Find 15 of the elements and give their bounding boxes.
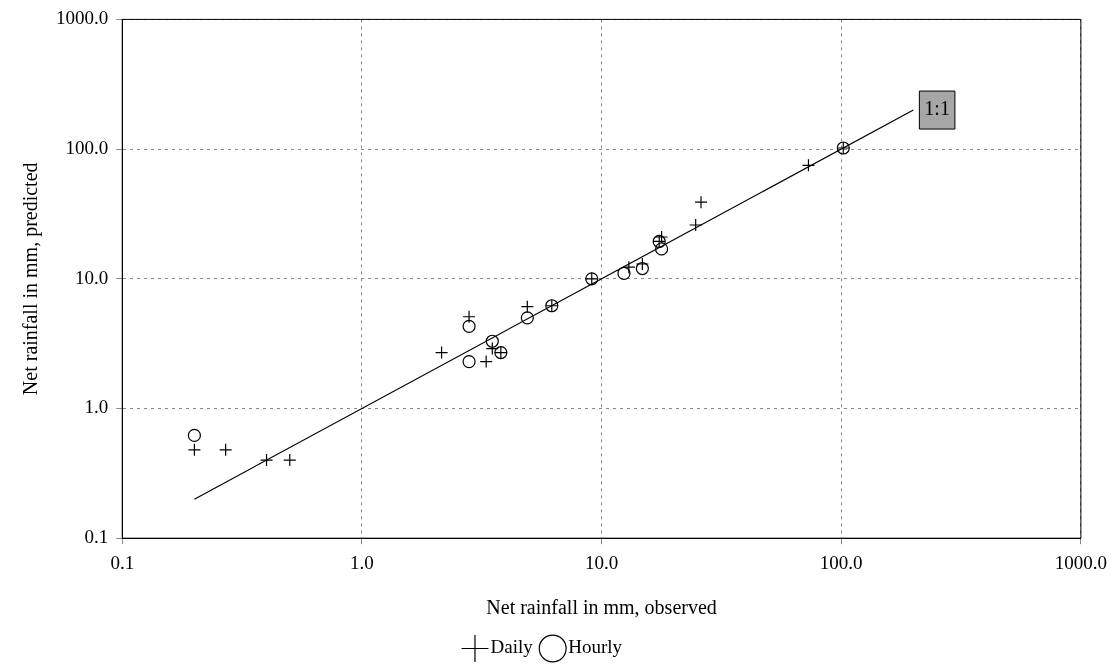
y-tick-label: 1.0 (84, 396, 109, 418)
y-tick-label: 100.0 (65, 137, 109, 159)
legend-label: Hourly (568, 636, 623, 658)
x-axis-title: Net rainfall in mm, observed (486, 596, 717, 619)
x-tick-label: 1000.0 (1054, 551, 1107, 573)
y-tick-label: 0.1 (84, 526, 109, 548)
legend-label: Daily (490, 636, 534, 658)
y-axis-title: Net rainfall in mm, predicted (19, 162, 43, 396)
annotation: 1:1 (924, 97, 950, 120)
x-tick-label: 10.0 (584, 551, 619, 573)
y-tick-label: 10.0 (75, 266, 109, 288)
x-tick-label: 0.1 (110, 551, 135, 573)
x-tick-label: 1.0 (350, 551, 374, 573)
y-tick-label: 1000.0 (56, 7, 109, 29)
x-tick-label: 100.0 (819, 551, 863, 573)
